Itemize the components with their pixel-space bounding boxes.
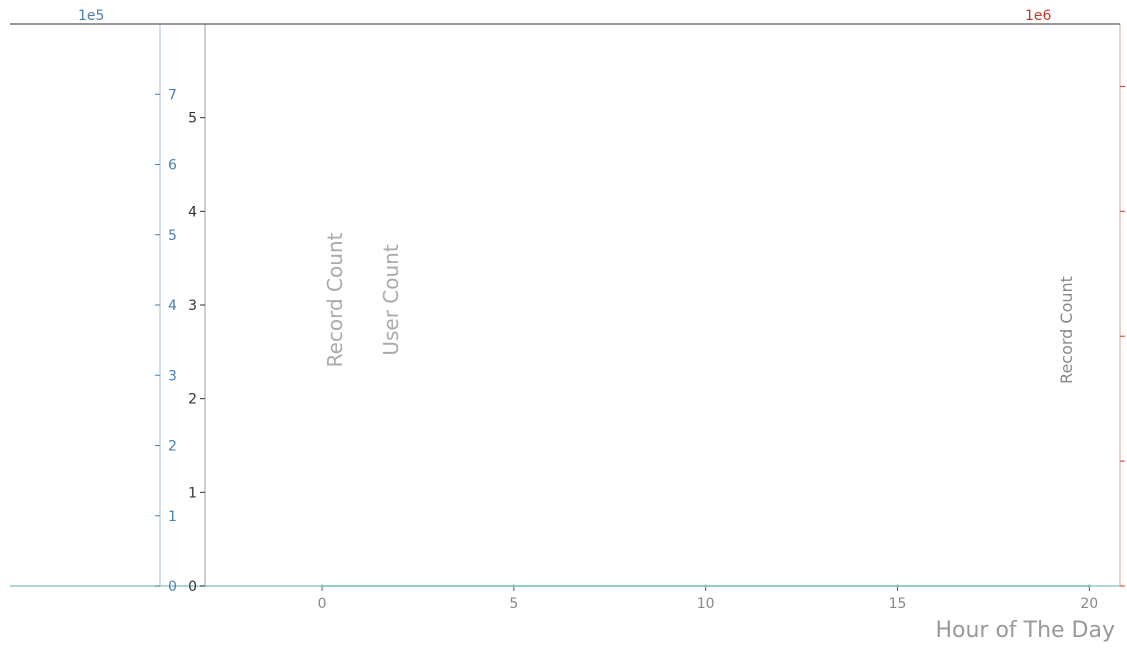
y-axis-label-record-count-right: Record Count — [1057, 276, 1076, 384]
offset-label-right: 1e6 — [1025, 8, 1052, 24]
y-tick-label-left-outer: 2 — [168, 439, 177, 455]
y-tick-label-left-outer: 1 — [168, 509, 177, 525]
x-tick-label: 5 — [509, 596, 518, 612]
x-tick-label: 10 — [697, 596, 715, 612]
y-tick-label-left-inner: 4 — [188, 204, 197, 220]
x-tick-label: 20 — [1080, 596, 1098, 612]
y-axis-label-user-count: User Count — [379, 244, 403, 355]
series-point — [1087, 584, 1091, 588]
y-tick-label-left-outer: 6 — [168, 158, 177, 174]
y-axis-label-record-count: Record Count — [323, 232, 347, 367]
series-point — [320, 584, 324, 588]
x-tick-label: 0 — [318, 596, 327, 612]
y-tick-label-left-outer: 7 — [168, 87, 177, 103]
y-tick-label-left-outer: 4 — [168, 298, 177, 314]
y-tick-label-left-outer: 0 — [168, 579, 177, 595]
y-tick-label-left-inner: 2 — [188, 392, 197, 408]
x-tick-label: 15 — [889, 596, 907, 612]
y-tick-label-left-outer: 5 — [168, 228, 177, 244]
y-tick-label-left-inner: 1 — [188, 485, 197, 501]
y-tick-label-left-inner: 3 — [188, 298, 197, 314]
series-point — [512, 584, 516, 588]
series-point — [895, 584, 899, 588]
x-axis-label: Hour of The Day — [935, 618, 1115, 643]
y-tick-label-left-inner: 0 — [188, 579, 197, 595]
y-tick-label-left-inner: 5 — [188, 111, 197, 127]
series-point — [704, 584, 708, 588]
y-tick-label-left-outer: 3 — [168, 368, 177, 384]
offset-label-left-outer: 1e5 — [78, 8, 104, 24]
